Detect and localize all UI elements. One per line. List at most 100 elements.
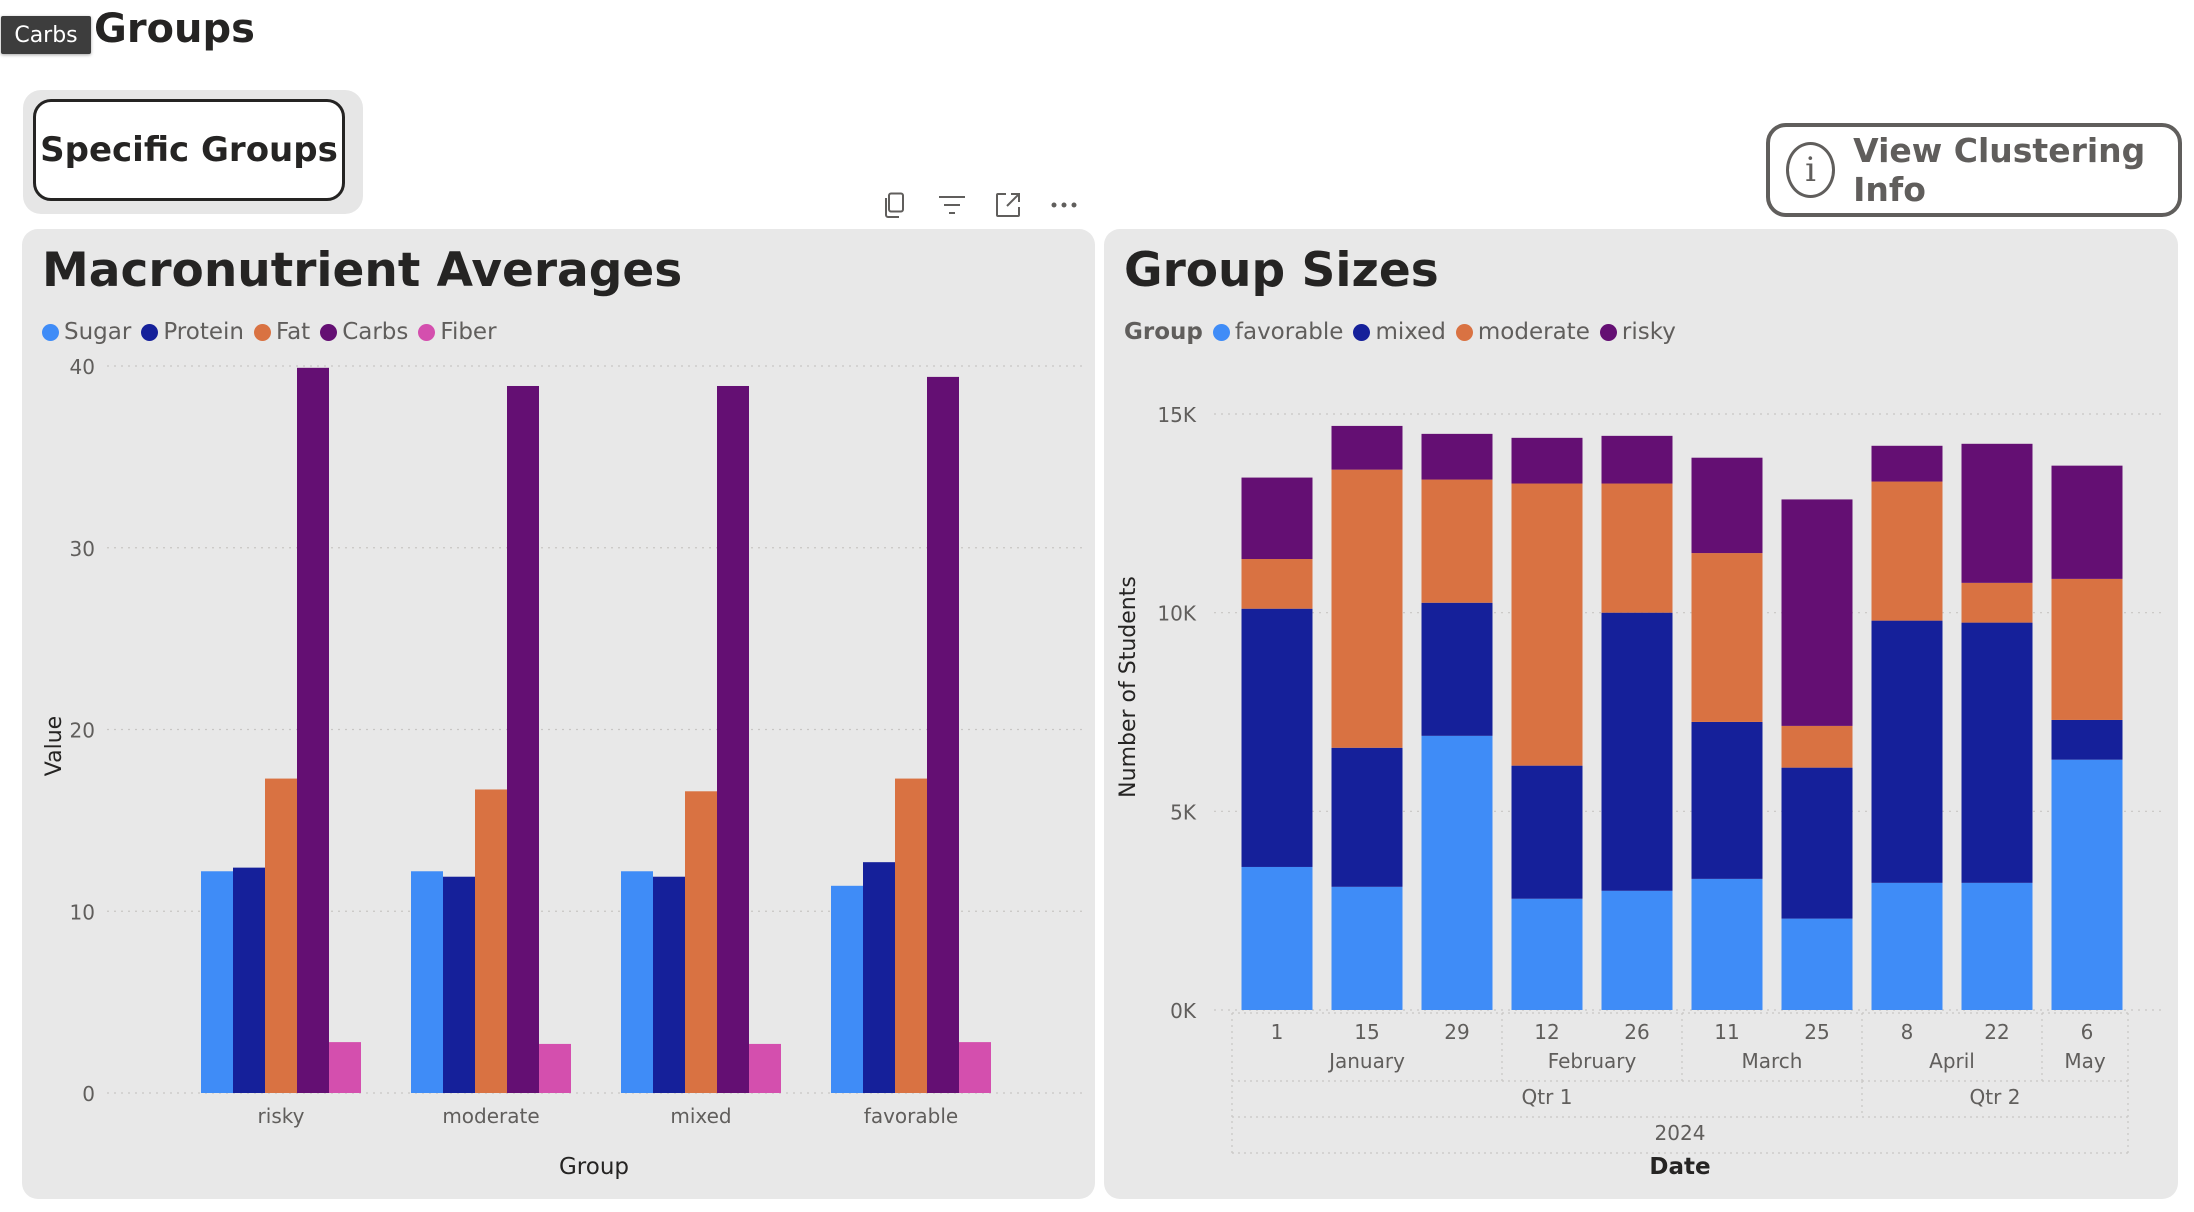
bar-segment-favorable [1781,918,1853,1010]
x-tick-label: favorable [864,1104,958,1128]
x-day-label: 6 [2081,1020,2094,1044]
legend-item-fat[interactable]: Fat [253,319,310,345]
bar-segment-moderate [1781,725,1853,768]
x-day-label: 12 [1534,1020,1559,1044]
bar-protein-favorable [863,862,895,1093]
y-tick-label: 15K [1157,403,1196,427]
y-axis-title: Value [42,716,67,776]
bar-segment-mixed [1601,612,1673,891]
x-day-label: 1 [1271,1020,1284,1044]
bar-sugar-favorable [831,885,863,1093]
legend-dot [1455,323,1473,341]
legend-dot [1212,323,1230,341]
legend-item-protein[interactable]: Protein [141,319,244,345]
view-clustering-info-label: View Clustering Info [1853,131,2146,209]
legend-item-moderate[interactable]: moderate [1455,319,1590,345]
bar-segment-risky [1871,445,1943,482]
x-day-label: 26 [1624,1020,1649,1044]
bar-protein-risky [233,867,265,1093]
bar-segment-risky [1781,499,1853,726]
macronutrient-averages-visual[interactable]: Macronutrient Averages Sugar Protein Fat Ca… [22,229,1095,1199]
filter-icon[interactable] [936,189,968,221]
legend-item-sugar[interactable]: Sugar [42,319,131,345]
bar-carbs-risky [297,367,329,1093]
month-label: January [1327,1049,1405,1073]
legend-title: Group [1124,319,1203,345]
group-sizes-legend: Group favorable mixed moderate risky [1124,319,1686,345]
page-title: Groups [94,6,255,52]
bar-segment-favorable [1331,886,1403,1010]
x-day-label: 11 [1714,1020,1739,1044]
legend-item-carbs[interactable]: Carbs [320,319,408,345]
legend-item-favorable[interactable]: favorable [1212,319,1344,345]
bar-segment-mixed [1961,622,2033,883]
legend-item-risky[interactable]: risky [1599,319,1676,345]
bar-fat-mixed [685,791,717,1093]
bar-segment-risky [1601,435,1673,484]
specific-groups-button[interactable]: Specific Groups [33,99,345,201]
bar-segment-moderate [1961,582,2033,623]
bar-fat-risky [265,778,297,1093]
hover-tooltip: Carbs [1,16,91,54]
bar-segment-mixed [1241,608,1313,867]
y-tick-label: 20 [70,719,95,743]
y-tick-label: 0K [1170,999,1197,1023]
bar-segment-risky [1241,477,1313,560]
legend-dot [253,323,271,341]
legend-label: risky [1621,319,1676,345]
bar-segment-risky [1511,437,1583,484]
bar-segment-risky [1961,443,2033,583]
y-tick-label: 40 [70,355,95,379]
specific-groups-button-container: Specific Groups [23,90,363,214]
bar-fiber-risky [329,1042,361,1093]
macronutrient-bar-chart: 0 10 20 30 40 risky moderate mixed favorable Grou… [42,355,1082,1180]
bar-segment-moderate [1421,479,1493,603]
bar-segment-mixed [1781,767,1853,919]
y-tick-label: 10K [1157,602,1196,626]
bar-segment-moderate [1331,469,1403,748]
bar-segment-favorable [2051,759,2123,1010]
legend-dot [320,323,338,341]
bar-sugar-mixed [621,871,653,1093]
bar-segment-favorable [1871,882,1943,1010]
group-sizes-stacked-chart: 0K 5K 10K 15K 1 15 29 12 26 11 25 8 22 6 January Februa… [1116,403,2162,1180]
bar-segment-favorable [1691,878,1763,1010]
x-day-label: 8 [1901,1020,1914,1044]
bar-segment-favorable [1511,898,1583,1010]
legend-dot [1599,323,1617,341]
bar-sugar-moderate [411,871,443,1093]
month-label: April [1929,1049,1975,1073]
visual-header-toolbar [880,189,1080,221]
bar-protein-mixed [653,876,685,1093]
legend-label: Protein [163,319,244,345]
bar-segment-mixed [1421,602,1493,736]
bar-carbs-favorable [927,376,959,1093]
group-sizes-visual[interactable]: Group Sizes Group favorable mixed moderate… [1104,229,2178,1199]
legend-label: Fiber [440,319,497,345]
view-clustering-info-button[interactable]: i View Clustering Info [1766,123,2182,217]
legend-label: Sugar [64,319,132,345]
bar-segment-mixed [1511,765,1583,899]
legend-item-mixed[interactable]: mixed [1353,319,1446,345]
year-label: 2024 [1655,1121,1706,1145]
x-day-label: 15 [1354,1020,1379,1044]
bar-segment-favorable [1601,890,1673,1010]
bar-segment-moderate [2051,578,2123,720]
legend-dot [42,323,59,341]
y-tick-label: 10 [70,900,95,924]
bar-segment-moderate [1691,553,1763,722]
focus-mode-icon[interactable] [992,189,1024,221]
bar-segment-mixed [1871,620,1943,883]
legend-dot [1353,323,1371,341]
copy-icon[interactable] [880,189,912,221]
bar-segment-moderate [1511,483,1583,766]
bar-segment-moderate [1871,481,1943,621]
more-options-icon[interactable] [1048,189,1080,221]
x-tick-label: moderate [442,1104,539,1128]
y-tick-label: 0 [82,1082,95,1106]
bar-carbs-mixed [717,385,749,1093]
legend-item-fiber[interactable]: Fiber [418,319,497,345]
legend-label: favorable [1234,319,1344,345]
quarter-label: Qtr 1 [1522,1085,1573,1109]
bar-segment-mixed [1691,721,1763,879]
